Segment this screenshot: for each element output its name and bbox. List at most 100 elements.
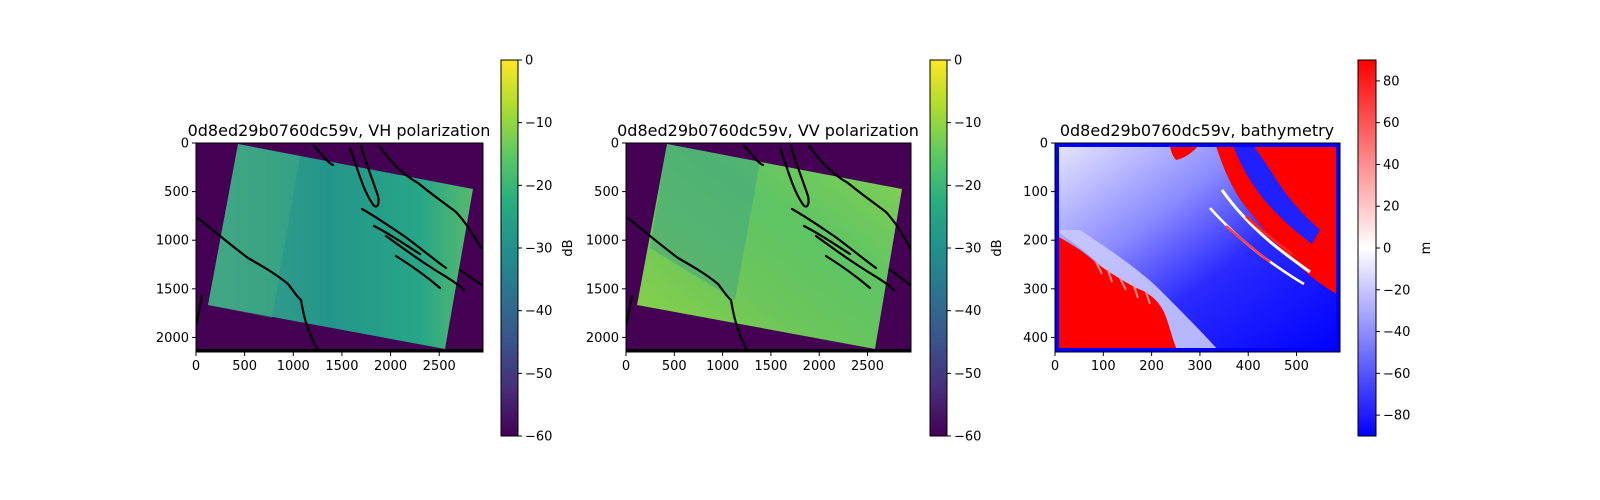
x-tick-label: 1000 [706, 359, 739, 374]
edge-top [1055, 143, 1340, 147]
x-tick-label: 500 [1284, 359, 1309, 374]
y-tick-label: 0 [181, 137, 189, 152]
y-tick-label: 0 [611, 137, 619, 152]
colorbar-tick-label: 80 [1383, 74, 1400, 89]
colorbar-tick-label: −50 [954, 367, 981, 382]
x-tick-label: 2000 [803, 359, 836, 374]
coastline [626, 144, 911, 352]
plot-area [196, 143, 483, 352]
x-tick-label: 1500 [325, 359, 358, 374]
colorbar-tick-label: −50 [525, 367, 552, 382]
x-tick-label: 2000 [374, 359, 407, 374]
y-tick-label: 500 [164, 185, 189, 200]
edge-left [1055, 143, 1059, 352]
x-tick-label: 0 [622, 359, 630, 374]
x-tick-label: 0 [192, 359, 200, 374]
colorbar-label: dB [990, 239, 1005, 256]
colorbar-tick-label: −30 [525, 242, 552, 257]
axes-frame [625, 142, 912, 353]
x-tick-label: 100 [1091, 359, 1116, 374]
land-north-a [1170, 143, 1200, 160]
y-tick-label: 1000 [156, 234, 189, 249]
colorbar-tick-label: −20 [525, 179, 552, 194]
axis-ticks: 0 500 1000 1500 2000 2500 0 500 1000 1500 2000 [156, 137, 456, 375]
x-tick-label: 300 [1188, 359, 1213, 374]
sar-swath [208, 144, 473, 349]
edge-bottom [1055, 348, 1340, 352]
panel-title: 0d8ed29b0760dc59v, VH polarization [188, 121, 491, 140]
y-tick-label: 2000 [156, 331, 189, 346]
colorbar-tick-label: 20 [1383, 200, 1400, 215]
colorbar-tick-label: 60 [1383, 116, 1400, 131]
axis-ticks: 0 100 200 300 400 500 0 100 200 300 400 [1023, 137, 1309, 375]
x-tick-label: 2500 [423, 359, 456, 374]
colorbar-tick-label: −60 [1383, 367, 1410, 382]
x-tick-label: 400 [1236, 359, 1261, 374]
colorbar-label: m [1419, 242, 1434, 255]
x-tick-label: 1000 [277, 359, 310, 374]
x-tick-label: 500 [662, 359, 687, 374]
colorbar-tick-label: −60 [525, 430, 552, 445]
edge-right [1336, 143, 1340, 352]
colorbar-ticks: 0 −10 −20 −30 −40 −50 −60 [518, 54, 552, 445]
y-tick-label: 400 [1023, 331, 1048, 346]
colorbar-ticks: 80 60 40 20 0 −20 −40 −60 −80 [1376, 74, 1410, 424]
x-tick-label: 1500 [754, 359, 787, 374]
y-tick-label: 200 [1023, 234, 1048, 249]
x-tick-label: 2500 [851, 359, 884, 374]
y-tick-label: 2000 [586, 331, 619, 346]
axes-frame [1054, 142, 1341, 353]
y-tick-label: 100 [1023, 185, 1048, 200]
channel-white-a [1220, 189, 1311, 274]
plot-area [626, 143, 911, 352]
panel-title: 0d8ed29b0760dc59v, bathymetry [1060, 121, 1334, 140]
y-tick-label: 1500 [586, 282, 619, 297]
y-tick-label: 0 [1040, 137, 1048, 152]
colorbar-tick-label: −20 [1383, 283, 1410, 298]
axes-frame [195, 142, 484, 353]
colorbar-tick-label: 40 [1383, 158, 1400, 173]
y-tick-label: 1000 [586, 234, 619, 249]
land-texture [1095, 261, 1151, 305]
channel-a [1232, 143, 1320, 244]
x-tick-label: 500 [232, 359, 257, 374]
bottom-edge-line [196, 349, 483, 352]
colorbar-tick-label: 0 [525, 54, 533, 69]
x-tick-label: 200 [1139, 359, 1164, 374]
axis-ticks: 0 500 1000 1500 2000 2500 0 500 1000 1500 2000 [586, 137, 884, 375]
y-tick-label: 500 [594, 185, 619, 200]
colorbar-tick-label: −60 [954, 430, 981, 445]
panel-vv: 0d8ed29b0760dc59v, VV polarization 0 500 1… [586, 54, 1005, 445]
sar-swath [637, 144, 902, 349]
land-southwest [1055, 235, 1178, 352]
colorbar-tick-label: −40 [525, 304, 552, 319]
plot-area [1055, 143, 1340, 352]
colorbar [929, 59, 948, 437]
x-tick-label: 0 [1051, 359, 1059, 374]
land-northeast [1215, 143, 1340, 296]
colorbar [1357, 59, 1377, 437]
colorbar-tick-label: 0 [954, 54, 962, 69]
colorbar-tick-label: −10 [954, 116, 981, 131]
colorbar-tick-label: 0 [1383, 242, 1391, 257]
colorbar-tick-label: −40 [1383, 325, 1410, 340]
panel-vh: 0d8ed29b0760dc59v, VH polarization 0 500 1… [156, 54, 576, 445]
swath-dark-region [650, 144, 760, 300]
colorbar-label: dB [561, 239, 576, 256]
coastline [196, 144, 483, 352]
y-tick-label: 300 [1023, 282, 1048, 297]
island-a [1225, 225, 1271, 263]
colorbar-ticks: 0 −10 −20 −30 −40 −50 −60 [947, 54, 981, 445]
panel-title: 0d8ed29b0760dc59v, VV polarization [617, 121, 919, 140]
bottom-edge-line [626, 349, 911, 352]
colorbar [500, 59, 519, 437]
colorbar-tick-label: −40 [954, 304, 981, 319]
colorbar-tick-label: −10 [525, 116, 552, 131]
island-b [1244, 214, 1293, 256]
colorbar-tick-label: −20 [954, 179, 981, 194]
colorbar-tick-label: −80 [1383, 409, 1410, 424]
panel-bathymetry: 0d8ed29b0760dc59v, bathymetry 0 100 200 300… [1023, 59, 1434, 437]
colorbar-tick-label: −30 [954, 242, 981, 257]
y-tick-label: 1500 [156, 282, 189, 297]
